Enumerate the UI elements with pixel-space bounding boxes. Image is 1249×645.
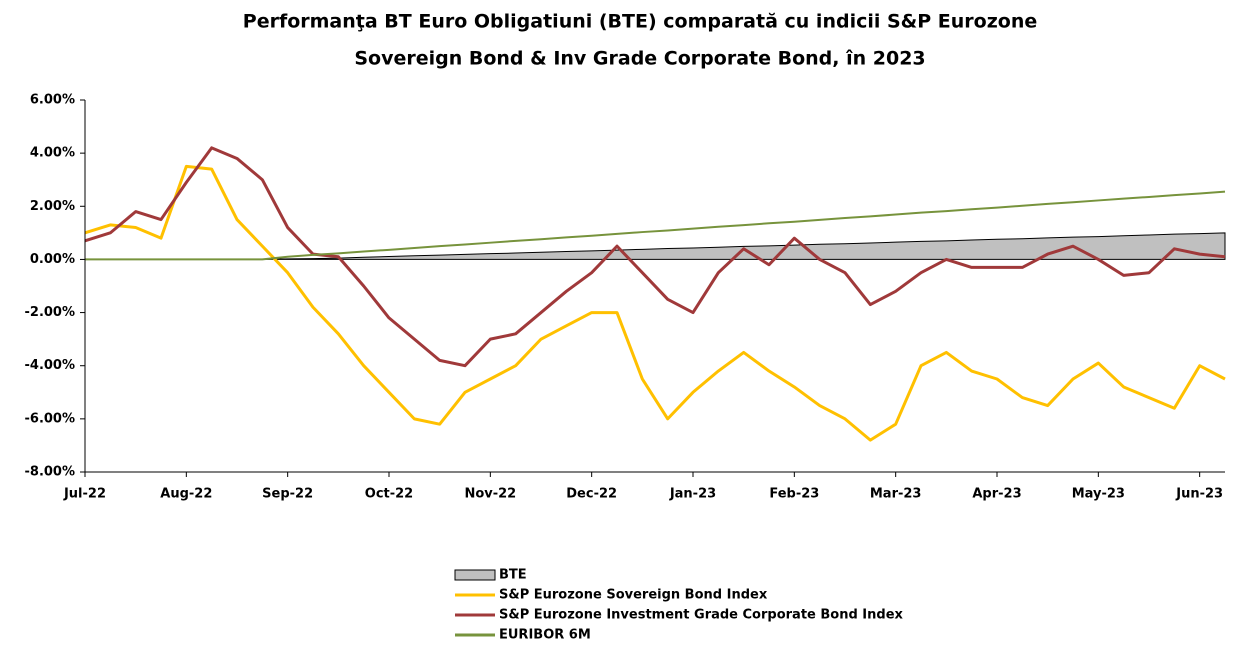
- chart-title: Sovereign Bond & Inv Grade Corporate Bon…: [354, 48, 925, 70]
- x-tick-label: Jun-23: [1175, 487, 1223, 502]
- area: [85, 232, 1226, 260]
- legend-label: S&P Eurozone Sovereign Bond Index: [499, 588, 768, 603]
- y-tick-label: -6.00%: [25, 411, 76, 426]
- legend-label: EURIBOR 6M: [499, 628, 591, 643]
- line: [85, 190, 1226, 261]
- y-tick-label: -2.00%: [25, 305, 76, 320]
- x-tick-label: May-23: [1072, 487, 1125, 502]
- legend-label: BTE: [499, 568, 527, 583]
- y-tick-label: 2.00%: [30, 199, 75, 214]
- y-tick-label: 0.00%: [30, 252, 75, 267]
- x-tick-label: Aug-22: [160, 487, 212, 502]
- x-tick-label: Feb-23: [769, 487, 819, 502]
- x-tick-label: Mar-23: [870, 487, 922, 502]
- y-tick-label: 6.00%: [30, 93, 75, 108]
- legend-swatch: [454, 569, 496, 581]
- x-tick-label: Jul-22: [63, 487, 106, 502]
- y-tick-label: -8.00%: [25, 465, 76, 480]
- line: [84, 164, 1226, 442]
- x-tick-label: Dec-22: [566, 487, 617, 502]
- y-tick-label: -4.00%: [25, 358, 76, 373]
- x-tick-label: Nov-22: [464, 487, 516, 502]
- x-tick-label: Sep-22: [262, 487, 313, 502]
- x-tick-label: Jan-23: [669, 487, 716, 502]
- legend-label: S&P Eurozone Investment Grade Corporate …: [499, 608, 904, 623]
- line: [84, 146, 1226, 368]
- chart-title: Performanţa BT Euro Obligatiuni (BTE) co…: [243, 11, 1037, 33]
- x-tick-label: Oct-22: [365, 487, 413, 502]
- y-tick-label: 4.00%: [30, 146, 75, 161]
- x-tick-label: Apr-23: [972, 487, 1021, 502]
